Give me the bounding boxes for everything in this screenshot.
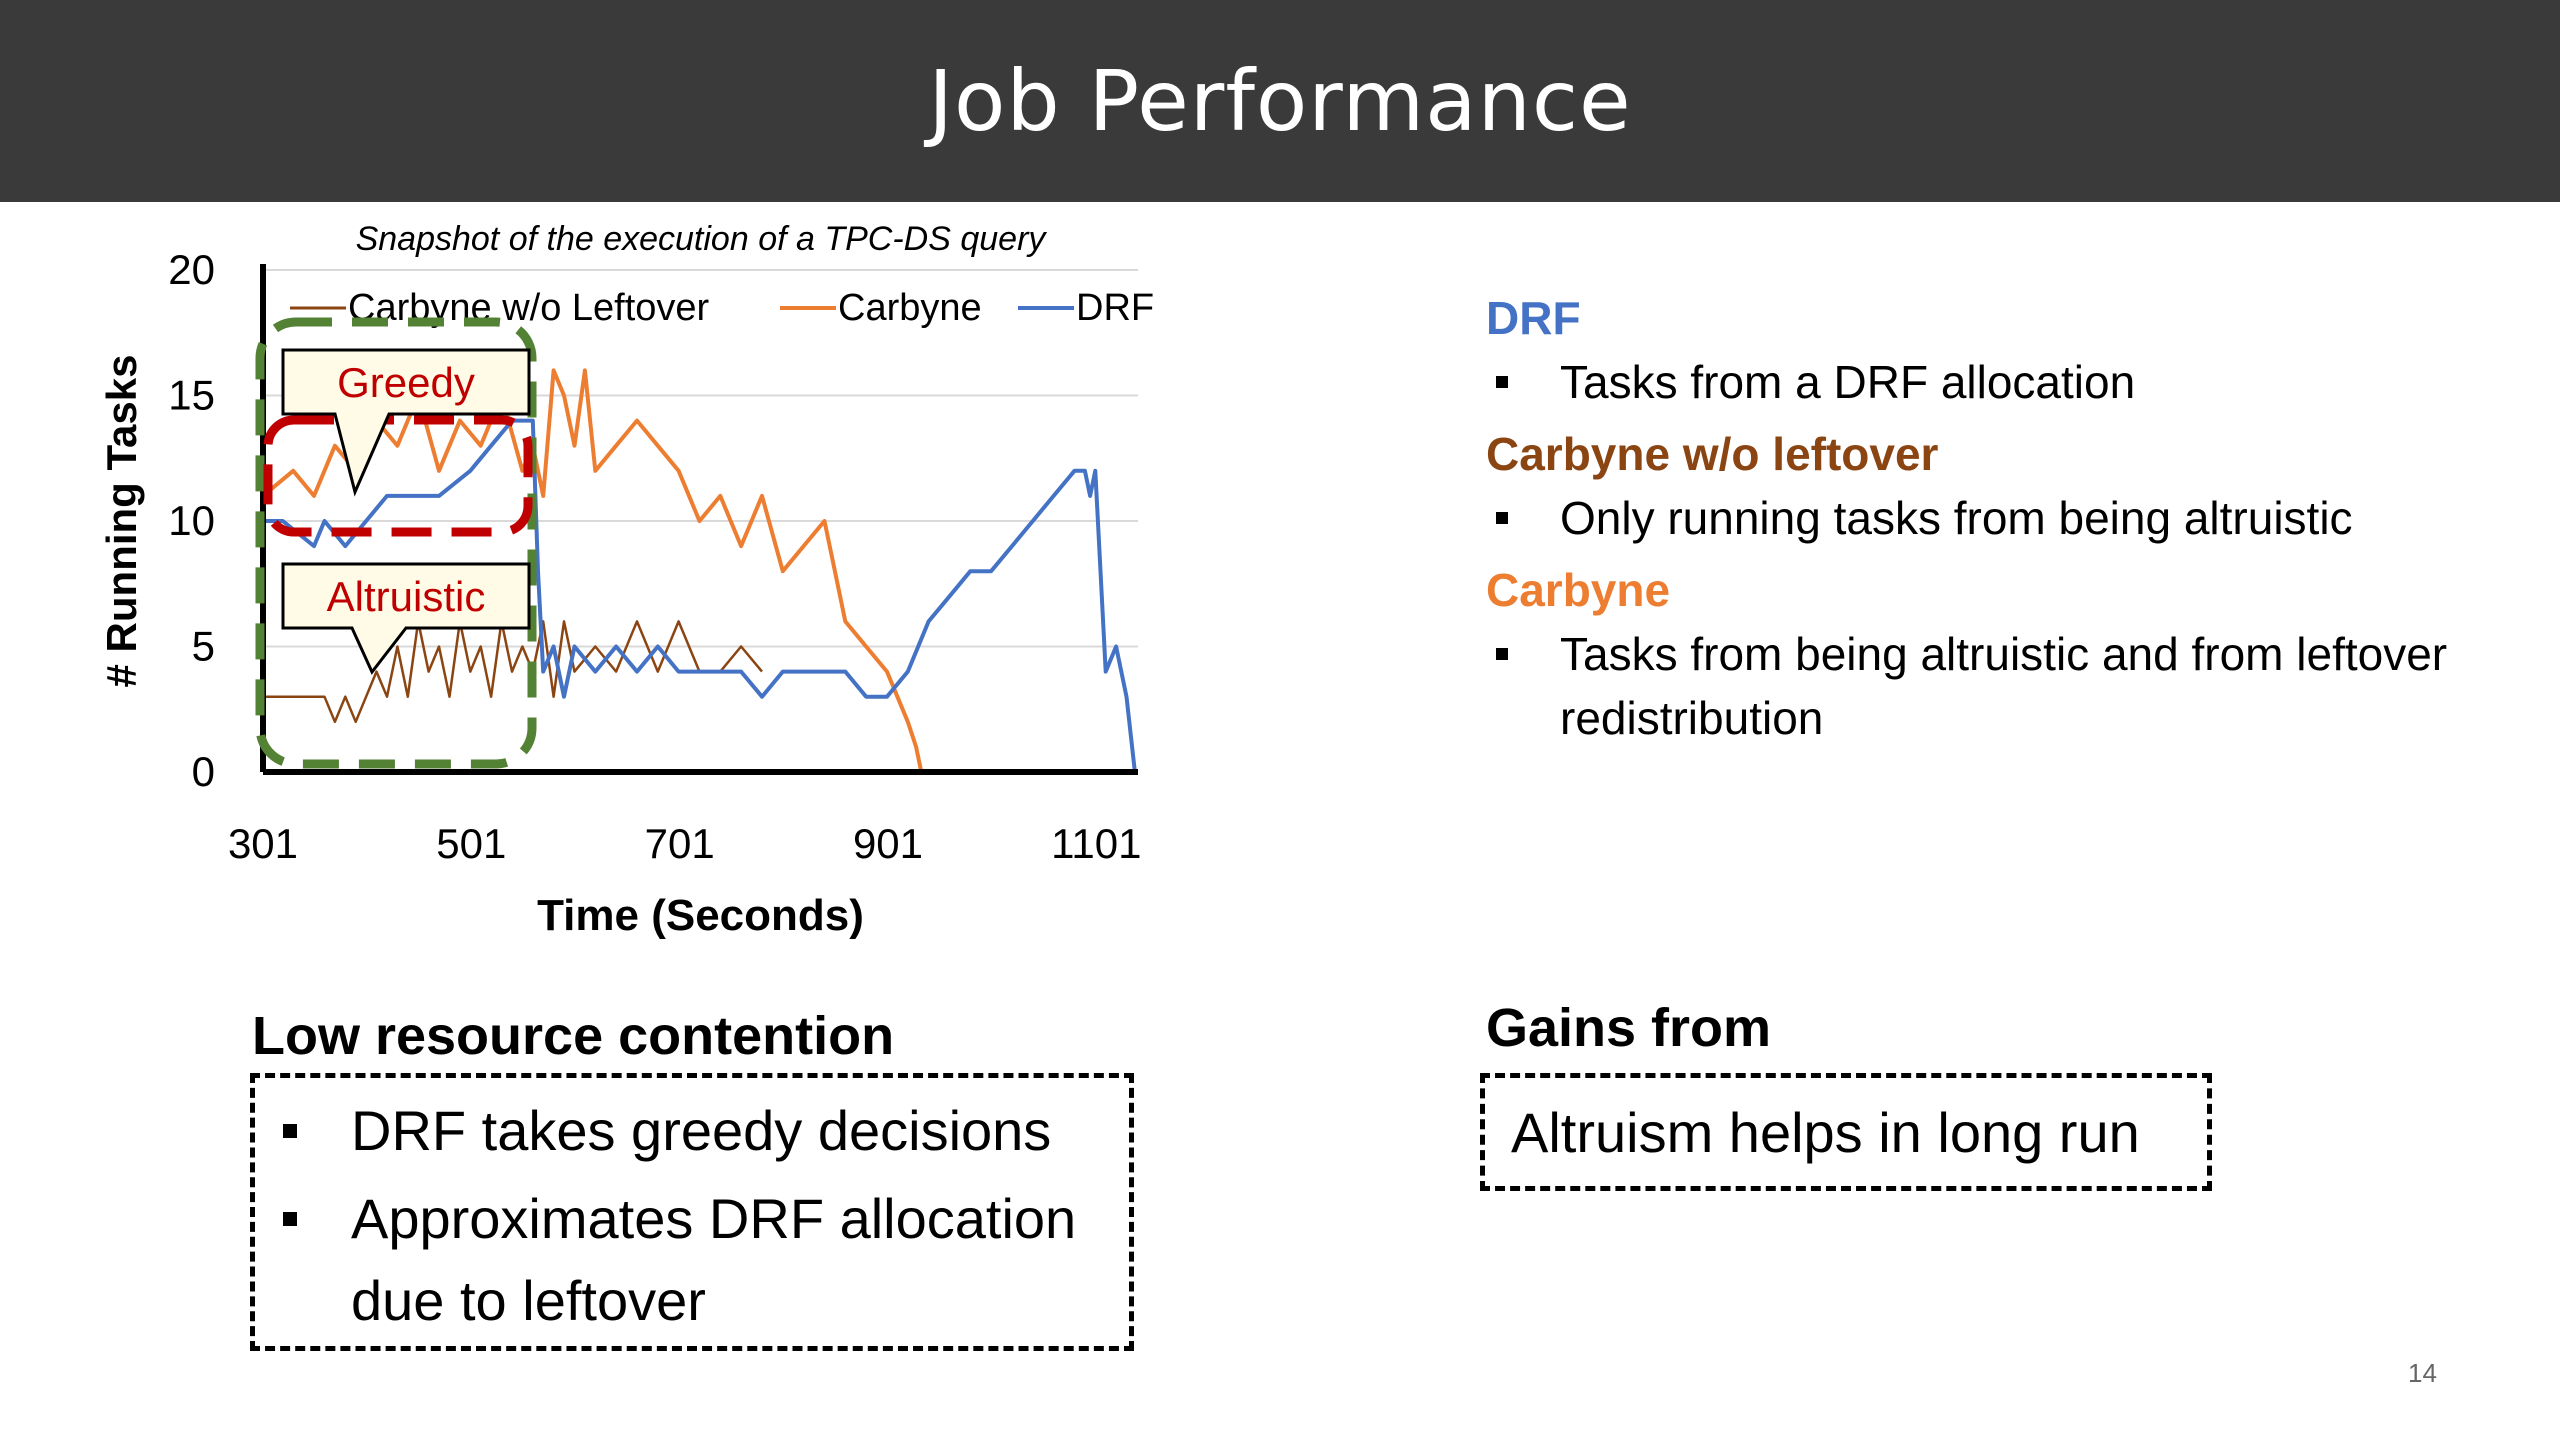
low-contention-item-text: DRF takes greedy decisions — [351, 1099, 1052, 1162]
legend-heading-carbyne-wo: Carbyne w/o leftover — [1486, 428, 1939, 480]
low-contention-item: DRF takes greedy decisions — [255, 1090, 1129, 1172]
gains-text: Altruism helps in long run — [1511, 1100, 2140, 1164]
legend-heading-carbyne: Carbyne — [1486, 564, 1671, 616]
series-line — [263, 418, 1137, 773]
bullet-square-icon — [1496, 648, 1508, 660]
x-tick-label: 1101 — [1051, 820, 1141, 867]
x-axis-title: Time (Seconds) — [537, 891, 864, 940]
y-tick-label: 10 — [168, 497, 215, 544]
x-tick-label: 701 — [645, 820, 715, 867]
legend-bullet-carbyne-wo-text: Only running tasks from being altruistic — [1560, 492, 2353, 544]
legend-panel: DRF Tasks from a DRF allocation Carbyne … — [1486, 290, 2546, 762]
legend-bullet-drf: Tasks from a DRF allocation — [1486, 350, 2546, 414]
bullet-square-icon — [283, 1124, 297, 1138]
gains-box: Altruism helps in long run — [1480, 1073, 2212, 1191]
altruistic-region — [255, 317, 537, 769]
legend-bullet-carbyne-text: Tasks from being altruistic and from lef… — [1560, 628, 2448, 744]
altruistic-callout — [281, 562, 531, 675]
bullet-square-icon — [283, 1212, 297, 1226]
greedy-label: Greedy — [337, 359, 475, 406]
gains-title: Gains from — [1486, 998, 1772, 1058]
y-tick-label: 15 — [168, 372, 215, 419]
page-number: 14 — [2408, 1358, 2437, 1388]
legend-bullet-carbyne-wo: Only running tasks from being altruistic — [1486, 486, 2546, 550]
chart: Snapshot of the execution of a TPC-DS qu… — [98, 220, 1154, 940]
bullet-square-icon — [1496, 512, 1508, 524]
legend-label: Carbyne — [838, 287, 982, 329]
y-axis-title: # Running Tasks — [98, 355, 145, 688]
low-contention-title: Low resource contention — [252, 1006, 895, 1066]
legend-label: DRF — [1076, 287, 1154, 329]
legend-bullet-carbyne: Tasks from being altruistic and from lef… — [1486, 622, 2546, 750]
low-contention-box: DRF takes greedy decisions Approximates … — [250, 1073, 1134, 1351]
altruistic-label: Altruistic — [327, 573, 486, 620]
greedy-callout — [281, 348, 531, 497]
y-tick-label: 0 — [192, 748, 215, 795]
legend-bullet-drf-text: Tasks from a DRF allocation — [1560, 356, 2136, 408]
x-tick-label: 901 — [853, 820, 923, 867]
y-tick-label: 20 — [168, 246, 215, 293]
low-contention-item: Approximates DRF allocation due to lefto… — [255, 1178, 1129, 1342]
legend-label: Carbyne w/o Leftover — [348, 287, 710, 329]
x-tick-label: 501 — [436, 820, 506, 867]
title-bar: Job Performance — [0, 0, 2560, 202]
legend-heading-drf: DRF — [1486, 292, 1581, 344]
x-tick-label: 301 — [228, 820, 298, 867]
slide-title: Job Performance — [928, 52, 1632, 150]
greedy-region — [263, 415, 533, 537]
chart-title: Snapshot of the execution of a TPC-DS qu… — [356, 220, 1048, 258]
y-tick-label: 5 — [192, 623, 215, 670]
series-line — [263, 620, 763, 724]
low-contention-item-text: Approximates DRF allocation due to lefto… — [351, 1187, 1077, 1332]
bullet-square-icon — [1496, 376, 1508, 388]
series-line — [261, 368, 924, 773]
